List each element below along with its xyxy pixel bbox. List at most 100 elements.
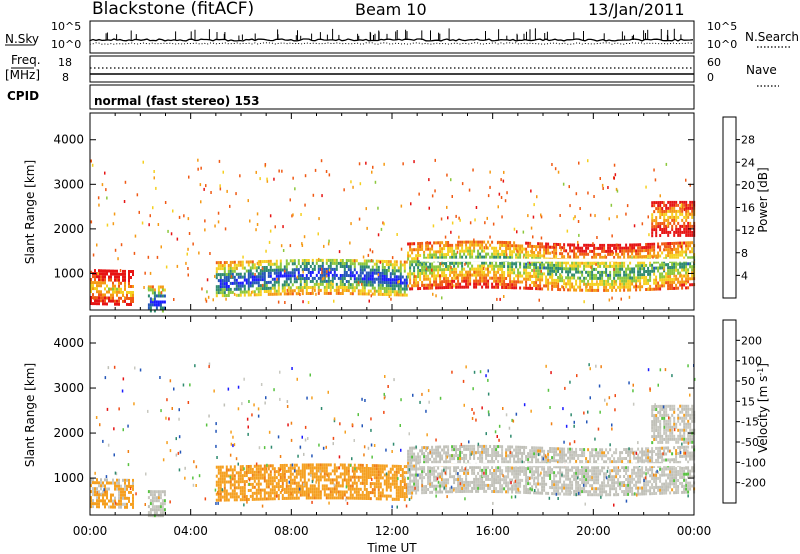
echo-cell xyxy=(365,292,368,296)
echo-cell xyxy=(567,279,570,283)
echo-cell xyxy=(409,281,412,285)
sparse-echo xyxy=(366,226,368,230)
echo-cell xyxy=(429,262,432,266)
sparse-echo xyxy=(101,183,104,187)
echo-cell xyxy=(481,279,484,283)
echo-cell xyxy=(415,491,418,495)
echo-cell xyxy=(485,282,488,286)
echo-cell xyxy=(601,249,604,253)
echo-cell xyxy=(399,489,402,492)
echo-cell xyxy=(269,265,272,269)
echo-cell xyxy=(541,275,544,279)
echo-cell xyxy=(289,271,292,275)
echo-cell xyxy=(417,275,420,279)
echo-cell xyxy=(361,286,364,290)
sparse-echo xyxy=(330,281,332,285)
echo-cell xyxy=(527,286,530,290)
echo-cell xyxy=(104,502,106,506)
sparse-echo xyxy=(333,299,335,303)
echo-cell xyxy=(393,497,396,501)
sparse-echo xyxy=(370,294,372,298)
echo-cell xyxy=(345,472,348,476)
echo-cell xyxy=(363,493,366,497)
echo-cell xyxy=(325,469,328,473)
echo-cell xyxy=(613,270,616,274)
echo-cell xyxy=(669,230,672,234)
echo-cell xyxy=(257,473,260,477)
echo-cell xyxy=(363,487,366,491)
echo-cell xyxy=(413,284,416,288)
echo-cell xyxy=(269,274,272,278)
noise-right-tick-top: 10^5 xyxy=(707,20,737,33)
echo-cell xyxy=(229,266,232,270)
echo-cell xyxy=(223,288,226,292)
echo-cell xyxy=(355,487,358,491)
echo-cell xyxy=(519,280,522,284)
echo-cell xyxy=(617,270,620,274)
echo-cell xyxy=(543,248,546,252)
echo-cell xyxy=(539,281,542,285)
echo-cell xyxy=(215,465,218,469)
sparse-echo xyxy=(398,280,400,283)
echo-cell xyxy=(687,224,690,228)
echo-cell xyxy=(163,511,166,515)
echo-cell xyxy=(475,483,478,487)
echo-cell xyxy=(461,264,464,268)
echo-cell xyxy=(367,271,370,275)
echo-cell xyxy=(377,259,380,263)
echo-cell xyxy=(291,478,294,482)
echo-cell xyxy=(549,269,552,273)
echo-cell xyxy=(279,485,282,488)
echo-cell xyxy=(637,264,640,268)
echo-cell xyxy=(685,262,688,266)
echo-cell xyxy=(251,494,254,498)
echo-cell xyxy=(413,272,416,276)
sparse-echo xyxy=(432,292,434,296)
echo-cell xyxy=(375,268,378,272)
echo-cell xyxy=(98,284,100,288)
echo-cell xyxy=(441,262,444,266)
sparse-echo xyxy=(560,248,562,252)
sparse-echo xyxy=(562,182,565,186)
echo-cell xyxy=(359,496,362,500)
cpid-value: normal (fast stereo) 153 xyxy=(94,94,260,108)
echo-cell xyxy=(607,276,610,280)
echo-cell xyxy=(325,282,328,286)
echo-cell xyxy=(217,273,220,277)
echo-cell xyxy=(601,273,604,277)
sparse-echo xyxy=(256,212,259,216)
echo-cell xyxy=(365,283,368,287)
echo-cell xyxy=(345,469,348,473)
echo-cell xyxy=(455,246,458,250)
echo-cell xyxy=(525,256,528,260)
echo-cell xyxy=(227,498,230,502)
echo-cell xyxy=(401,471,404,474)
sparse-echo xyxy=(439,281,442,285)
echo-cell xyxy=(265,470,268,474)
echo-cell xyxy=(603,288,606,292)
echo-cell xyxy=(529,277,532,281)
echo-cell xyxy=(381,292,384,296)
echo-cell xyxy=(445,487,448,491)
echo-cell xyxy=(227,285,230,288)
echo-cell xyxy=(341,484,344,488)
echo-cell xyxy=(651,242,654,246)
echo-cell xyxy=(643,255,646,259)
echo-cell xyxy=(495,264,498,268)
sparse-echo xyxy=(451,195,453,198)
echo-cell xyxy=(481,468,484,472)
echo-cell xyxy=(249,467,252,471)
echo-cell xyxy=(223,267,226,271)
echo-cell xyxy=(229,263,232,267)
echo-cell xyxy=(130,490,132,494)
echo-cell xyxy=(689,227,692,231)
echo-cell xyxy=(301,277,304,281)
echo-cell xyxy=(507,244,510,248)
echo-cell xyxy=(443,271,446,275)
echo-cell xyxy=(409,485,412,489)
echo-cell xyxy=(461,285,464,289)
echo-cell xyxy=(373,262,376,266)
echo-cell xyxy=(120,493,122,497)
echo-cell xyxy=(603,279,606,283)
echo-cell xyxy=(553,263,556,267)
